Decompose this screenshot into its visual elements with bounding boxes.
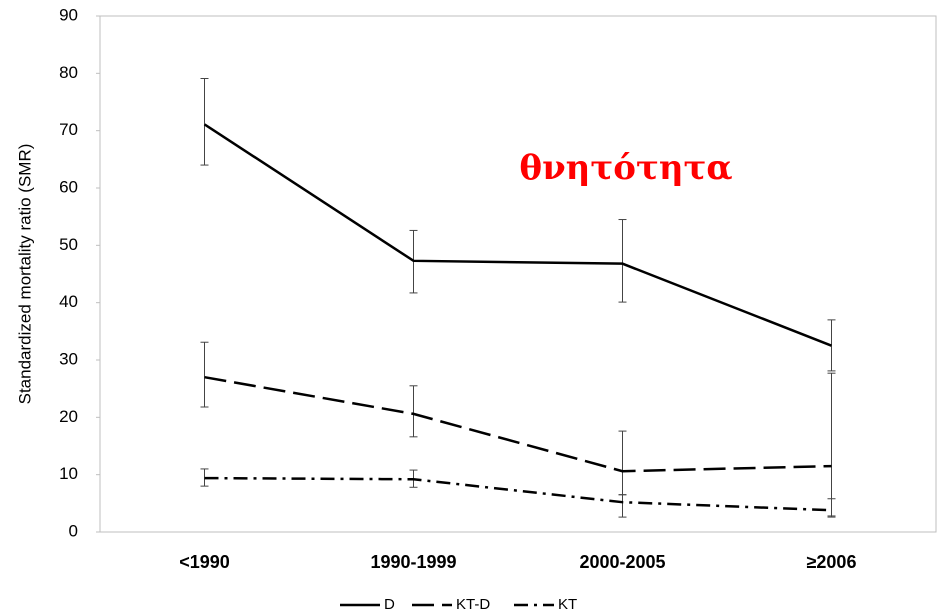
y-tick-label: 20: [59, 407, 78, 426]
x-tick-label: ≥2006: [807, 552, 857, 572]
y-tick-label: 10: [59, 464, 78, 483]
y-tick-label: 70: [59, 120, 78, 139]
y-tick-label: 50: [59, 235, 78, 254]
legend-label: KT-D: [456, 596, 490, 613]
annotation: θνητότητα: [519, 148, 732, 188]
y-tick-label: 30: [59, 349, 78, 368]
y-tick-label: 90: [59, 5, 78, 24]
series-line: [204, 375, 832, 473]
legend-label: KT: [558, 596, 577, 613]
plot-frame: [99, 15, 937, 533]
y-tick-label: 60: [59, 177, 78, 196]
x-tick-label: 1990-1999: [370, 552, 456, 572]
series-line: [203, 123, 832, 347]
y-tick-label: 0: [69, 521, 78, 540]
series-line: [204, 476, 832, 512]
y-tick-label: 80: [59, 63, 78, 82]
legend-label: D: [384, 596, 395, 613]
x-tick-label: 2000-2005: [579, 552, 665, 572]
y-axis-label: Standardized mortality ratio (SMR): [15, 144, 34, 405]
x-tick-label: <1990: [179, 552, 230, 572]
y-tick-label: 40: [59, 292, 78, 311]
